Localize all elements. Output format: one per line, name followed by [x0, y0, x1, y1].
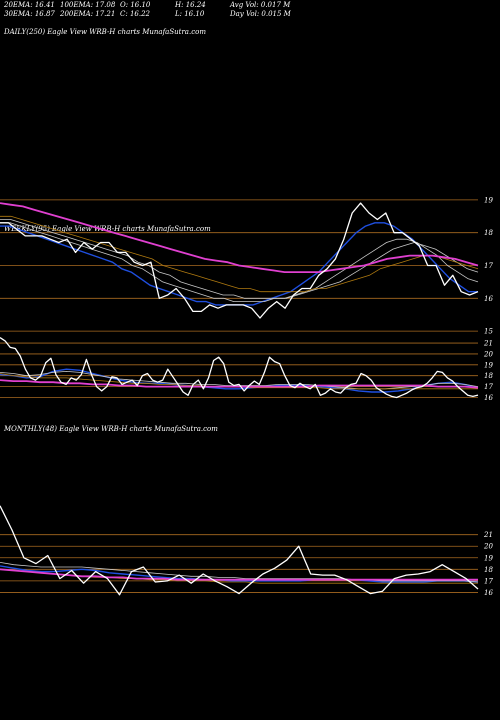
monthly-tick-label: 16: [484, 589, 493, 597]
ema20-value: 20EMA: 16.41: [4, 1, 55, 9]
weekly-series-ema-magenta: [0, 379, 479, 389]
daily-series-ema-grey2: [0, 219, 479, 299]
daily-series-ema-grey1: [0, 222, 479, 303]
weekly-series-price: [0, 337, 479, 399]
quote-header: 20EMA: 16.41 30EMA: 16.87 100EMA: 17.08 …: [0, 0, 500, 20]
monthly-tick-label: 17: [484, 577, 493, 585]
weekly-tick-label: 16: [484, 394, 493, 402]
monthly-series-price: [0, 505, 479, 596]
weekly-series-ema-blue: [0, 368, 479, 393]
weekly-tick-label: 21: [483, 340, 493, 348]
weekly-tick-label: 19: [484, 361, 493, 369]
daily-series-ema-magenta: [0, 202, 479, 274]
monthly-tick-label: 21: [483, 531, 493, 539]
weekly-tick-label: 18: [484, 372, 493, 380]
ema200-value: 200EMA: 17.21: [60, 10, 116, 18]
avg-vol-value: Avg Vol: 0.017 M: [230, 1, 291, 9]
monthly-series-ema-grey: [0, 562, 479, 583]
weekly-panel-title: WEEKLY(95) Eagle View WRB-H charts Munaf…: [4, 225, 211, 233]
ema30-value: 30EMA: 16.87: [4, 10, 55, 18]
daily-tick-label: 19: [484, 196, 493, 204]
weekly-tick-label: 17: [484, 383, 493, 391]
close-value: C: 16.22: [120, 10, 150, 18]
day-vol-value: Day Vol: 0.015 M: [230, 10, 291, 18]
daily-tick-label: 16: [484, 295, 493, 303]
weekly-series-ema-grey: [0, 370, 479, 390]
weekly-tick-label: 20: [483, 350, 493, 358]
monthly-tick-label: 18: [484, 566, 493, 574]
daily-tick-label: 15: [484, 328, 493, 336]
daily-tick-label: 18: [484, 229, 493, 237]
high-value: H: 16.24: [175, 1, 206, 9]
low-value: L: 16.10: [175, 10, 205, 18]
daily-tick-label: 17: [484, 262, 493, 270]
monthly-tick-label: 20: [483, 543, 493, 551]
monthly-tick-label: 19: [484, 554, 493, 562]
monthly-series-ema-blue: [0, 565, 479, 583]
open-value: O: 16.10: [120, 1, 151, 9]
daily-series-ema-gold: [0, 215, 479, 293]
monthly-panel-title: MONTHLY(48) Eagle View WRB-H charts Muna…: [4, 425, 218, 433]
daily-series-price: [0, 202, 479, 319]
monthly-series-ema-magenta: [0, 568, 478, 581]
ema100-value: 100EMA: 17.08: [60, 1, 116, 9]
daily-panel-title: DAILY(250) Eagle View WRB-H charts Munaf…: [4, 28, 206, 36]
